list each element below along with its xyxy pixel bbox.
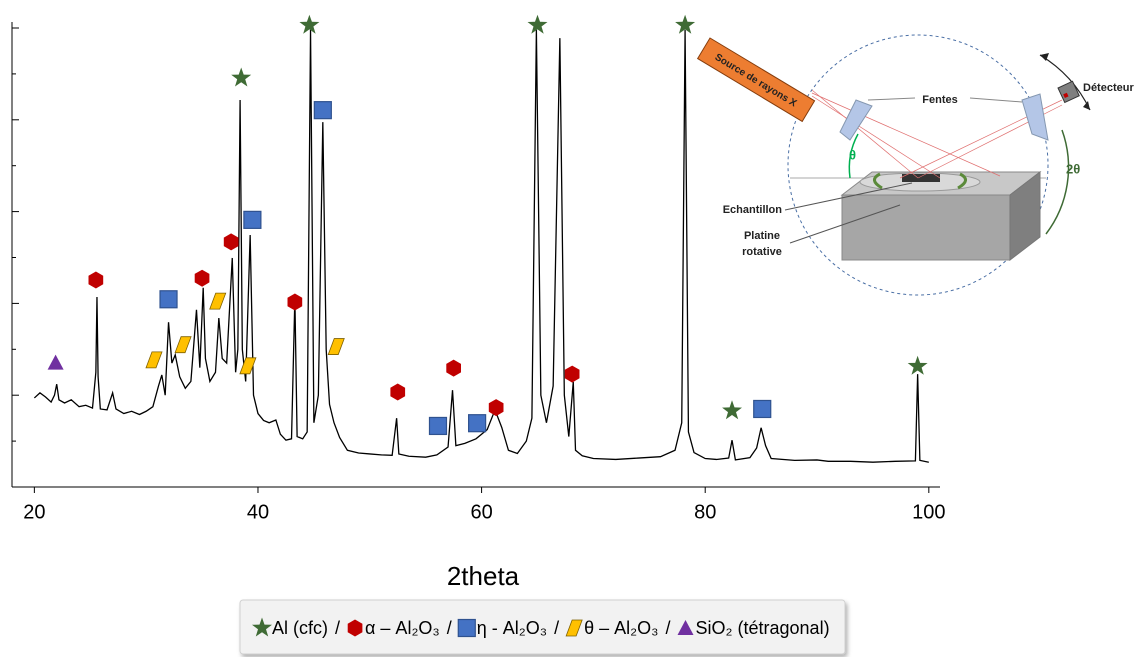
hexagon-marker	[223, 233, 239, 251]
x-axis-title: 2theta	[447, 561, 520, 591]
inset-diagram: Source de rayons X Fentes Détecteur θ 2θ…	[696, 34, 1134, 296]
stage-label: rotative	[742, 246, 782, 258]
hexagon-marker	[88, 271, 104, 289]
star-marker	[722, 400, 742, 420]
theta-label: θ	[849, 147, 856, 162]
hexagon-marker	[390, 383, 406, 401]
legend-label: α – Al₂O₃	[365, 618, 440, 638]
square-marker	[243, 210, 262, 229]
legend-icon	[252, 617, 272, 637]
source-label: Source de rayons X	[713, 52, 799, 110]
star-marker	[231, 67, 252, 87]
legend-icon	[565, 619, 583, 637]
parallelogram-marker	[239, 357, 257, 375]
hexagon-marker	[446, 359, 461, 377]
legend-label: SiO₂ (tétragonal)	[696, 618, 830, 638]
parallelogram-marker	[145, 351, 163, 369]
hexagon-marker	[488, 399, 504, 417]
legend-icon	[457, 618, 476, 638]
square-marker	[753, 399, 772, 419]
square-marker	[468, 414, 487, 433]
legend-box	[239, 599, 846, 655]
legend-label: Al (cfc)	[272, 618, 328, 638]
parallelogram-marker	[174, 336, 192, 354]
star-marker	[675, 14, 696, 34]
square-marker	[313, 101, 332, 120]
x-tick-label: 100	[912, 501, 945, 523]
legend-label: η - Al₂O₃	[477, 618, 547, 638]
triangle-marker	[47, 354, 64, 370]
x-tick-label: 60	[470, 501, 492, 523]
legend-separator: /	[447, 618, 452, 638]
detector-label: Détecteur	[1083, 82, 1134, 94]
parallelogram-marker	[209, 292, 227, 310]
legend-icon	[347, 619, 363, 637]
star-marker	[907, 355, 928, 375]
x-tick-label: 40	[247, 501, 269, 523]
legend-icon	[677, 620, 694, 635]
square-marker	[159, 290, 178, 309]
legend-label: θ – Al₂O₃	[584, 618, 658, 638]
star-marker	[299, 14, 320, 34]
star-marker	[527, 14, 548, 34]
x-tick-label: 20	[23, 501, 45, 523]
legend-separator: /	[335, 618, 340, 638]
spectrum-line	[33, 29, 929, 463]
x-tick-label: 80	[694, 501, 716, 523]
square-marker	[428, 416, 448, 436]
two-theta-label: 2θ	[1066, 161, 1080, 176]
stage-label: Platine	[744, 230, 780, 242]
hexagon-marker	[194, 269, 210, 287]
hexagon-marker	[564, 365, 580, 383]
legend-separator: /	[554, 618, 559, 638]
sample-label: Echantillon	[723, 204, 783, 216]
hexagon-marker	[287, 293, 303, 311]
legend-separator: /	[666, 618, 671, 638]
slits-label: Fentes	[922, 94, 957, 106]
parallelogram-marker	[327, 338, 345, 355]
